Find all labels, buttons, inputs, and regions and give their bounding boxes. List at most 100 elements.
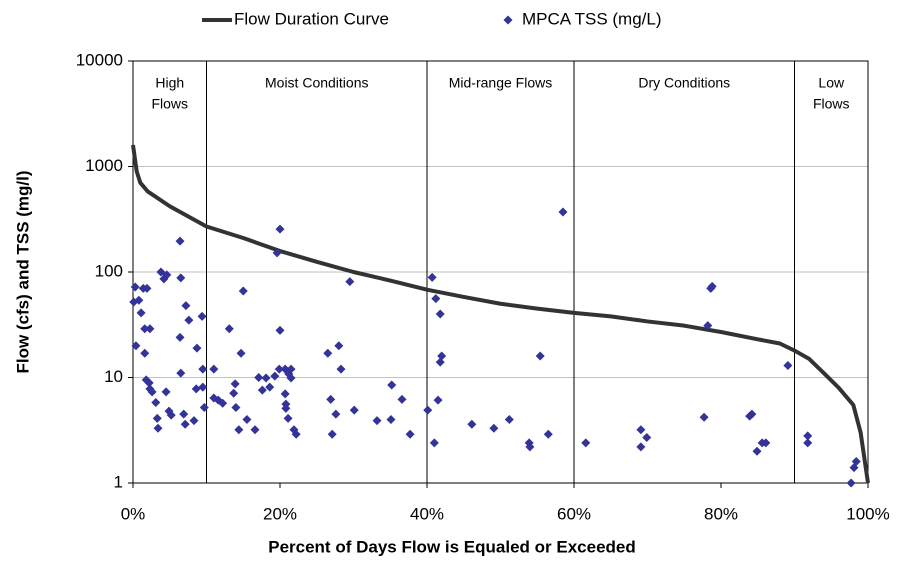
tss-point	[166, 410, 176, 420]
tss-point	[803, 438, 813, 448]
tss-point	[153, 423, 163, 433]
tss-point	[280, 389, 290, 399]
tss-point	[199, 402, 209, 412]
tss-point	[176, 273, 186, 283]
tss-point	[224, 324, 234, 334]
tss-point	[429, 438, 439, 448]
tss-point	[144, 378, 154, 388]
x-tick-label: 100%	[846, 504, 889, 523]
tss-point	[783, 360, 793, 370]
tss-point	[397, 394, 407, 404]
legend-label: MPCA TSS (mg/L)	[522, 9, 662, 28]
tss-point	[250, 425, 260, 435]
tss-point	[272, 248, 282, 258]
tss-point	[489, 423, 499, 433]
zone-label: Flows	[813, 96, 850, 112]
tss-point	[334, 341, 344, 351]
tss-point	[134, 295, 144, 305]
tss-point	[291, 429, 301, 439]
tss-point	[636, 425, 646, 435]
tss-point	[176, 368, 186, 378]
tss-point	[703, 321, 713, 331]
tss-point	[525, 442, 535, 452]
tss-point	[433, 395, 443, 405]
zone-label: Flows	[151, 96, 188, 112]
y-tick-label: 100	[95, 261, 123, 280]
tss-point	[707, 281, 717, 291]
tss-point	[218, 398, 228, 408]
tss-point	[231, 402, 241, 412]
flow-curve	[131, 144, 870, 484]
tss-point	[145, 324, 155, 334]
tss-point	[761, 438, 771, 448]
tss-point	[386, 414, 396, 424]
tss-point	[254, 373, 264, 382]
tss-point	[504, 414, 514, 424]
tss-point	[230, 379, 240, 389]
tss-point	[803, 431, 813, 441]
tss-point	[152, 413, 162, 423]
tss-point	[242, 414, 252, 424]
tss-point	[405, 429, 415, 439]
tss-point	[161, 387, 171, 397]
y-tick-label: 1	[114, 472, 123, 491]
tss-point	[275, 224, 285, 234]
tss-point	[558, 207, 568, 217]
tss-point	[345, 277, 355, 287]
tss-point	[427, 272, 437, 282]
tss-point	[181, 301, 191, 311]
tss-point	[140, 324, 150, 334]
tss-point	[179, 409, 189, 419]
tss-point	[331, 409, 341, 419]
tss-point	[747, 409, 757, 419]
x-tick-label: 0%	[121, 504, 146, 523]
tss-point	[435, 357, 445, 367]
y-axis-title: Flow (cfs) and TSS (mg/l)	[13, 170, 32, 373]
y-tick-label: 10000	[76, 50, 123, 69]
tss-point	[189, 416, 199, 426]
tss-point	[151, 397, 161, 407]
tss-point	[327, 429, 337, 439]
legend-swatch	[503, 15, 513, 25]
tss-point	[323, 348, 333, 358]
tss-point	[283, 413, 293, 423]
tss-point	[180, 419, 190, 429]
tss-point	[752, 446, 762, 456]
tss-point	[192, 343, 202, 353]
tss-point	[198, 382, 208, 392]
tss-point	[229, 388, 239, 398]
tss-point	[261, 373, 271, 383]
tss-point	[286, 373, 296, 383]
tss-point	[197, 311, 207, 321]
tss-point	[191, 384, 201, 394]
tss-point	[581, 438, 591, 448]
plot-frame	[132, 60, 869, 484]
x-tick-label: 20%	[263, 504, 297, 523]
tss-point	[275, 325, 285, 335]
tss-point	[431, 294, 441, 304]
legend-label: Flow Duration Curve	[234, 9, 389, 28]
tss-point	[846, 478, 856, 488]
tss-point	[236, 348, 246, 358]
tss-point	[198, 364, 208, 374]
tss-point	[140, 348, 150, 358]
zone-label: Moist Conditions	[265, 75, 369, 91]
tss-point	[286, 364, 296, 374]
tss-point	[142, 283, 152, 293]
tss-point	[270, 371, 280, 381]
zone-label: Mid-range Flows	[449, 75, 552, 91]
zone-label: Dry Conditions	[638, 75, 730, 91]
y-tick-label: 1000	[85, 156, 123, 175]
tss-point	[437, 351, 447, 361]
tss-point	[131, 341, 141, 351]
tss-point	[136, 308, 146, 318]
tss-point	[162, 270, 172, 280]
tss-point	[234, 425, 244, 435]
tss-point	[435, 309, 445, 319]
x-tick-label: 40%	[410, 504, 444, 523]
tss-point	[349, 405, 359, 415]
tss-point	[175, 236, 185, 246]
tss-point	[326, 394, 336, 404]
zone-label: High	[155, 75, 184, 91]
